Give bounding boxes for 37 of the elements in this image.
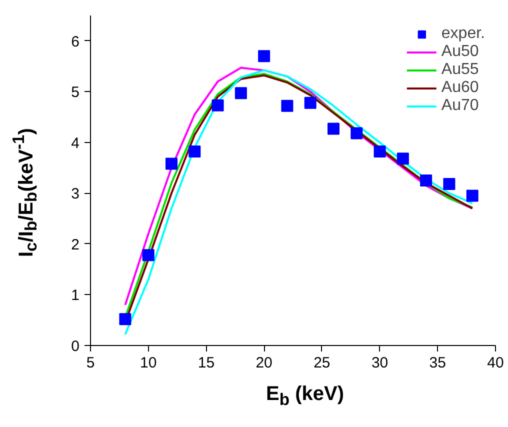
point	[281, 100, 294, 112]
x-tick-label: 25	[314, 354, 330, 372]
y-tick-label: 6	[71, 33, 80, 50]
point	[212, 99, 224, 112]
point	[374, 146, 386, 158]
y-tick-label: 1	[71, 287, 80, 304]
y-tick-label: 2	[71, 236, 80, 254]
y-tick-label: 3	[71, 186, 80, 203]
legend-label: exper.	[441, 25, 485, 43]
x-axis-title: E$_{b}$ (keV)	[266, 382, 344, 411]
x-tick-label: 5	[86, 354, 95, 372]
point	[142, 249, 154, 262]
x-tick-label: 35	[429, 354, 446, 372]
point	[166, 158, 178, 170]
x-tick-label: 40	[487, 354, 504, 372]
x-tick-label: 20	[256, 354, 272, 372]
point	[328, 122, 340, 135]
x-tick-label: 15	[198, 354, 215, 372]
legend-label: Au50	[441, 43, 479, 61]
legend-label: Au55	[441, 61, 479, 79]
x-tick-label: 30	[371, 354, 388, 372]
y-tick-label: 0	[71, 338, 80, 355]
legend-label: Au70	[441, 97, 479, 115]
point	[234, 87, 247, 100]
y-tick-label: 4	[71, 134, 80, 152]
legend-label: Au60	[441, 79, 479, 97]
point	[466, 190, 478, 202]
point	[396, 152, 409, 165]
point	[119, 313, 132, 326]
point	[188, 146, 201, 158]
point	[443, 178, 456, 190]
point	[304, 96, 316, 109]
y-tick-label: 5	[71, 84, 80, 102]
point	[258, 50, 270, 62]
point	[350, 127, 363, 140]
point	[420, 174, 432, 186]
x-tick-label: 10	[140, 354, 157, 372]
